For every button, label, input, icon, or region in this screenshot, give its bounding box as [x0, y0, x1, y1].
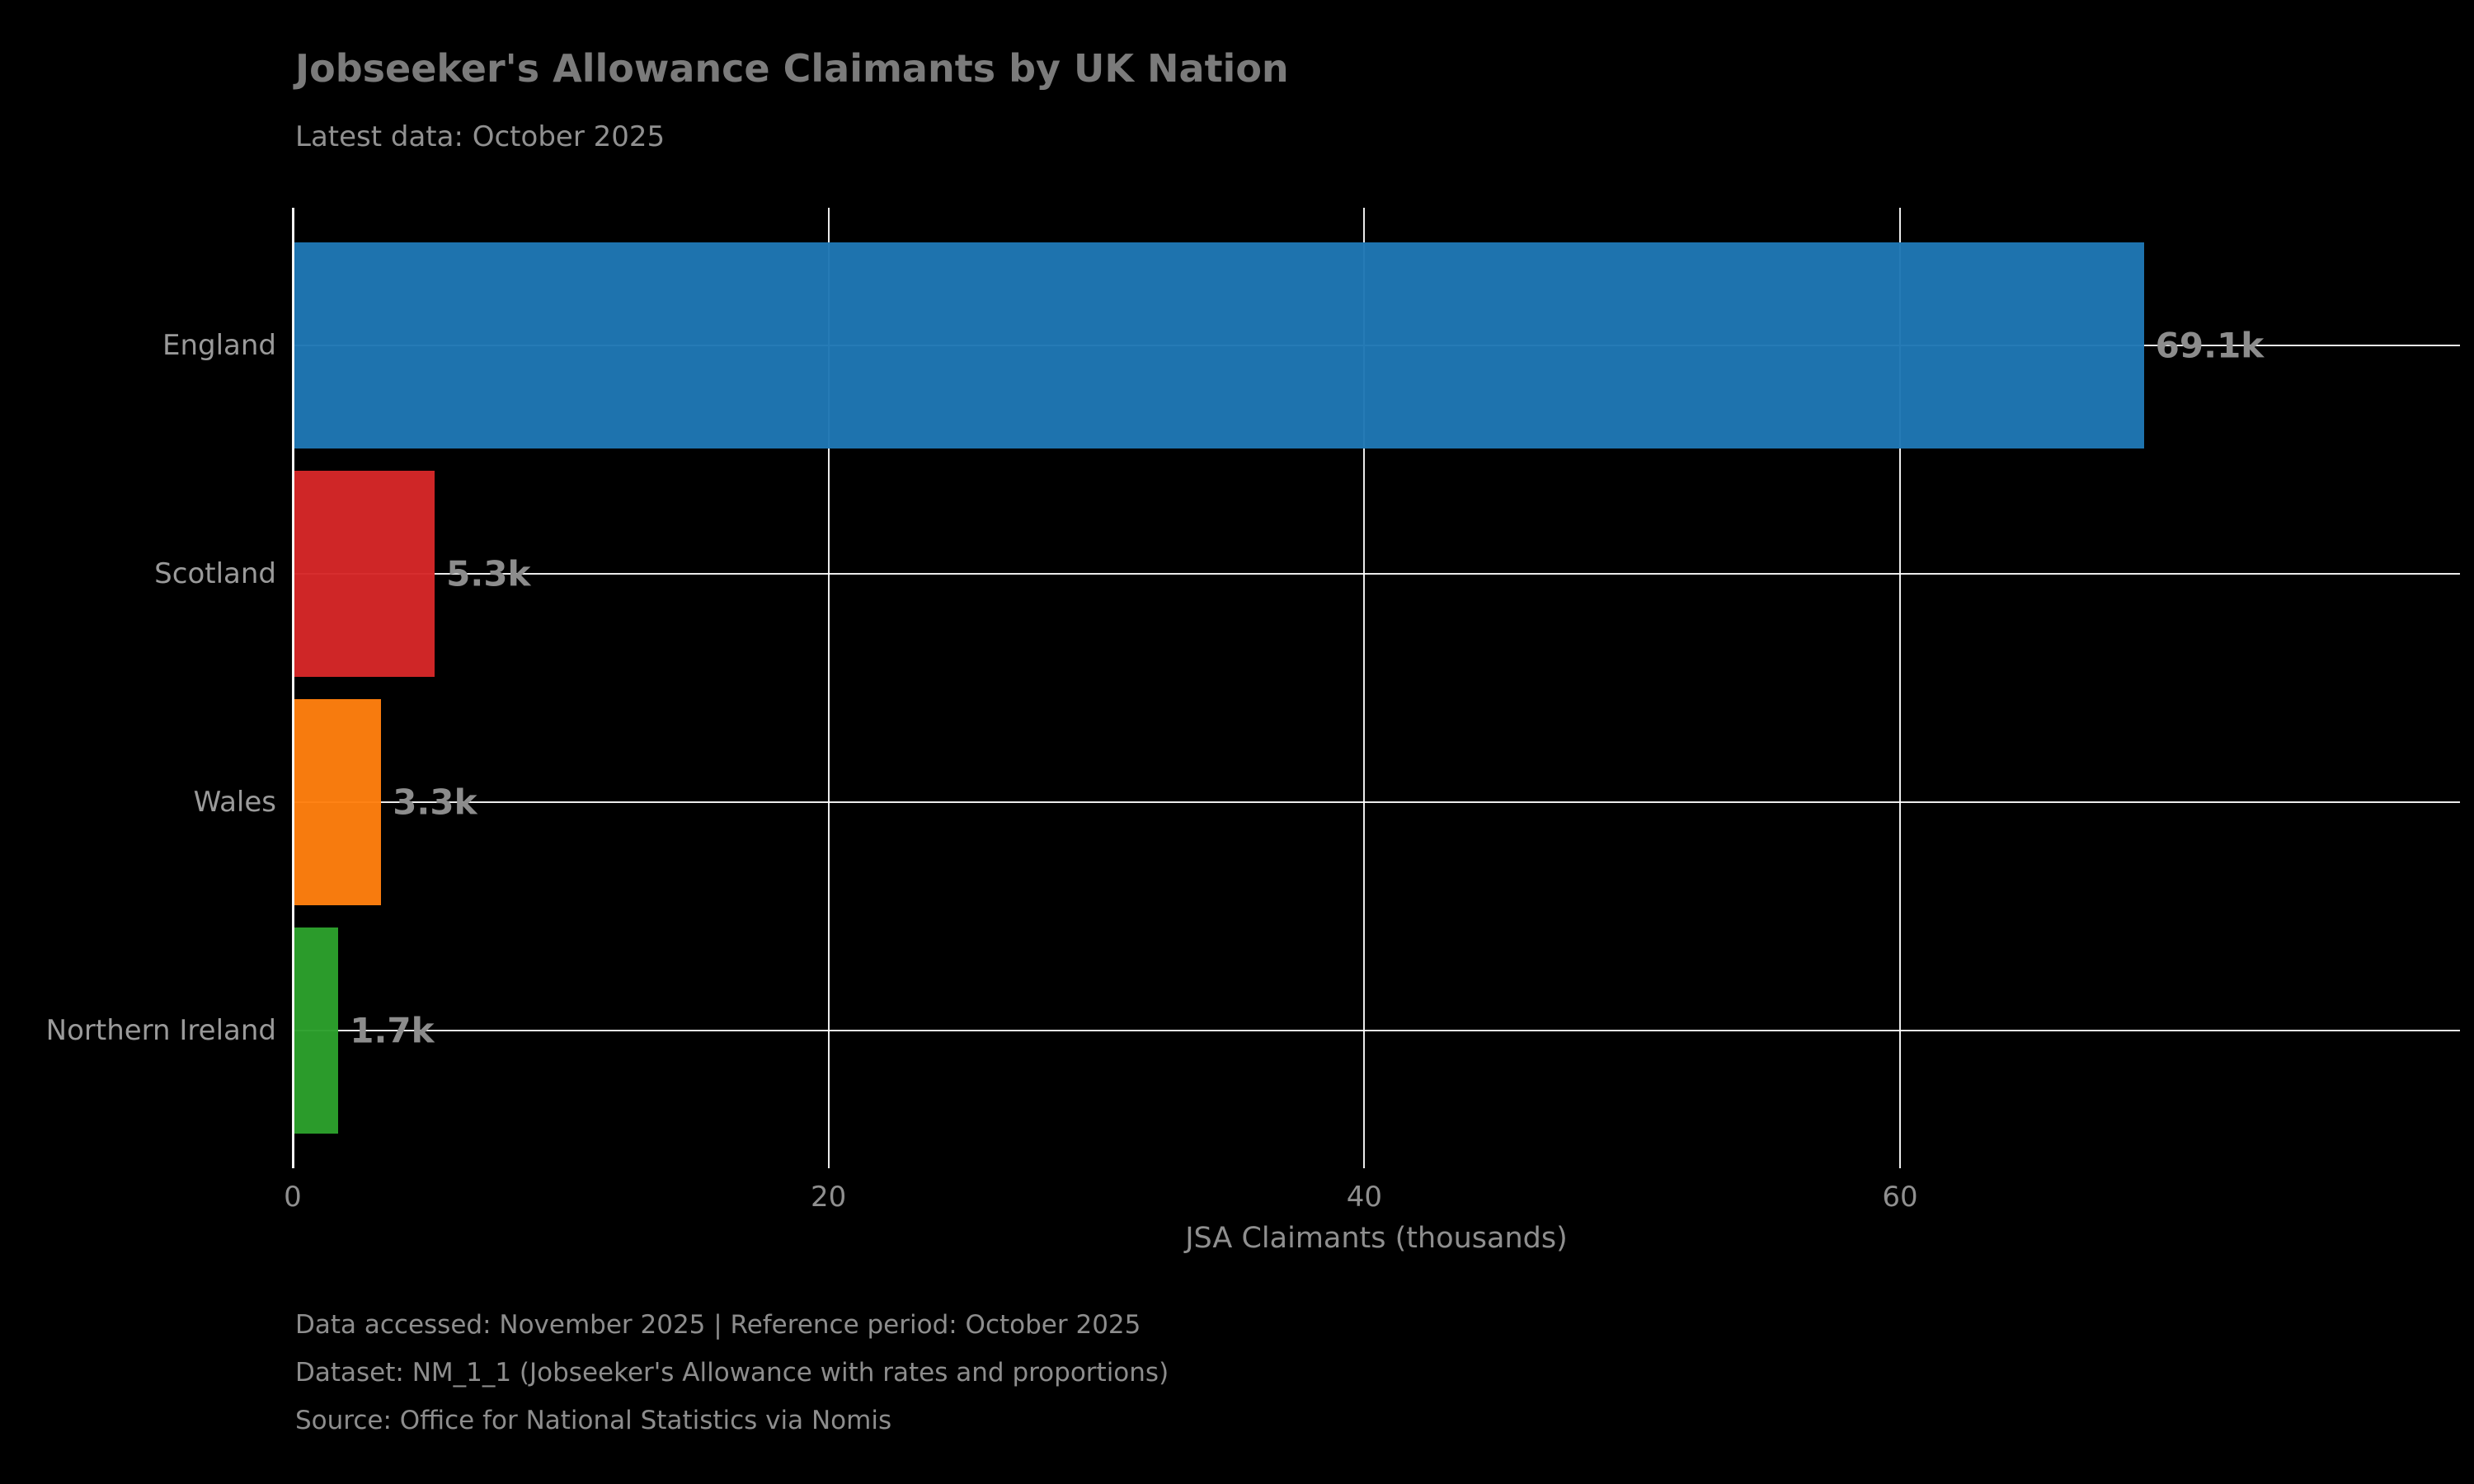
value-label-northern-ireland: 1.7k	[350, 1010, 435, 1051]
gridline-y-northern-ireland	[293, 1030, 2460, 1031]
x-tick-label-20: 20	[811, 1181, 847, 1214]
footer-notes: Data accessed: November 2025 | Reference…	[295, 1301, 1169, 1444]
gridline-x-40	[1363, 208, 1366, 1168]
bar-scotland	[293, 471, 435, 677]
chart-subtitle: Latest data: October 2025	[295, 120, 666, 153]
value-label-scotland: 5.3k	[446, 553, 531, 594]
value-label-wales: 3.3k	[393, 782, 477, 823]
footer-line-dataset: Dataset: NM_1_1 (Jobseeker's Allowance w…	[295, 1358, 1169, 1388]
chart-title: Jobseeker's Allowance Claimants by UK Na…	[295, 46, 1289, 91]
footer-line-source: Source: Office for National Statistics v…	[295, 1406, 892, 1435]
category-label-england: England	[162, 329, 276, 362]
gridline-y-wales	[293, 801, 2460, 803]
gridline-x-60	[1899, 208, 1902, 1168]
category-label-scotland: Scotland	[154, 557, 276, 590]
bar-england	[293, 242, 2144, 448]
category-label-wales: Wales	[193, 786, 276, 819]
bar-wales	[293, 699, 382, 905]
gridline-x-20	[827, 208, 830, 1168]
x-tick-label-40: 40	[1346, 1181, 1383, 1214]
category-label-northern-ireland: Northern Ireland	[45, 1014, 276, 1047]
x-axis-label: JSA Claimants (thousands)	[1185, 1222, 1568, 1255]
footer-line-accessed: Data accessed: November 2025 | Reference…	[295, 1310, 1141, 1340]
x-tick-label-60: 60	[1882, 1181, 1918, 1214]
bar-northern-ireland	[293, 928, 339, 1134]
value-label-england: 69.1k	[2155, 325, 2265, 366]
y-axis-spine	[292, 208, 294, 1168]
x-tick-label-0: 0	[284, 1181, 302, 1214]
gridline-y-scotland	[293, 573, 2460, 575]
